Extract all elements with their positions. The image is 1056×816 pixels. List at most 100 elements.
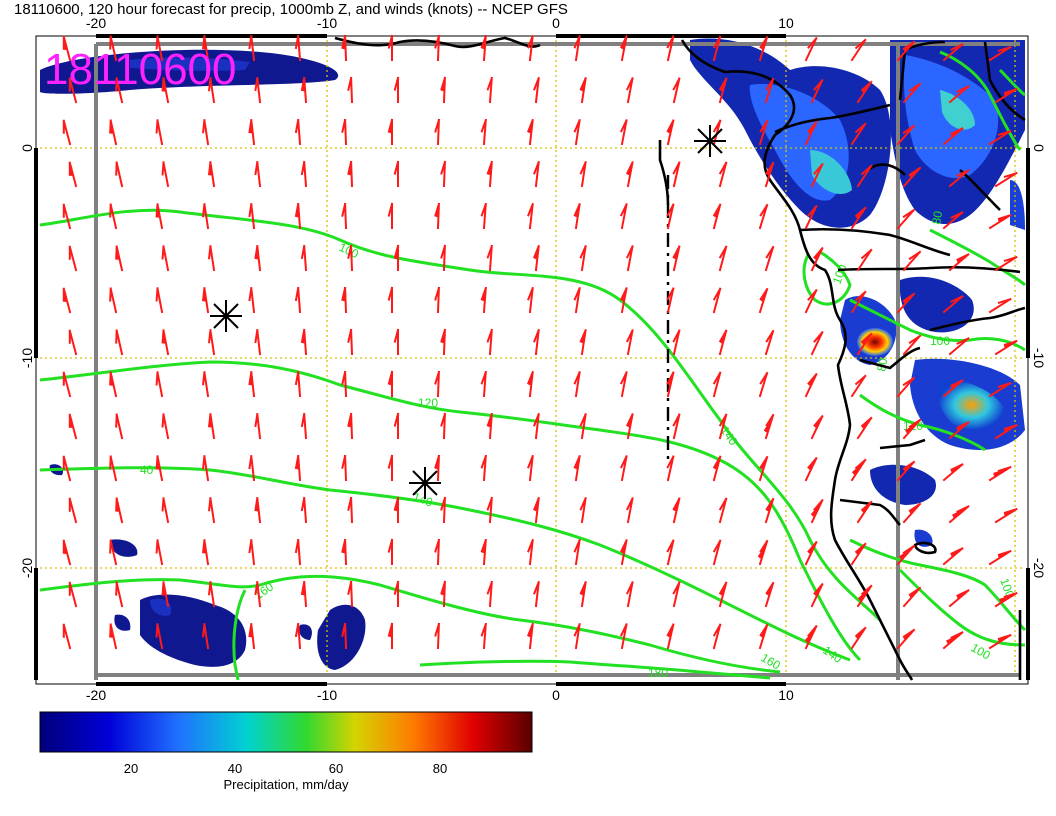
wind-barb (619, 539, 628, 566)
wind-barb (988, 549, 1012, 566)
wind-barb (942, 211, 964, 230)
precipitation-field (40, 38, 1025, 670)
wind-barb (619, 455, 628, 482)
wind-barb (579, 496, 587, 524)
wind-barb (248, 455, 256, 482)
wind-barb (573, 202, 581, 230)
wind-barb (300, 244, 308, 272)
wind-barb (758, 287, 769, 314)
wind-barb (573, 622, 581, 650)
wind-barb (387, 286, 394, 313)
wind-barb (387, 454, 394, 481)
wind-barb (155, 455, 164, 482)
wind-barb (758, 371, 769, 398)
tick-label: -10 (19, 348, 35, 368)
wind-barb (896, 292, 916, 314)
wind-barb (115, 413, 124, 440)
wind-barb (480, 454, 488, 482)
wind-barb (201, 539, 210, 566)
wind-barb (718, 77, 728, 104)
wind-barb (207, 77, 216, 104)
wind-barb (155, 119, 164, 146)
wind-barb (712, 35, 722, 62)
wind-barb (896, 40, 916, 62)
wind-barb (804, 36, 818, 62)
wind-barb (666, 623, 675, 650)
wind-barb (486, 496, 494, 524)
wind-barb (341, 34, 348, 62)
wind-barb (527, 454, 534, 482)
contour-label: 120 (418, 396, 438, 410)
wind-barb (527, 34, 534, 62)
wind-barb (68, 581, 78, 608)
axis-top: -20 -10 0 10 (86, 15, 794, 31)
wind-barb (207, 329, 216, 356)
wind-barb (254, 245, 262, 272)
pressure-center-markers (210, 125, 726, 499)
wind-barb (948, 505, 970, 524)
wind-barb (62, 203, 72, 230)
wind-barb (619, 623, 628, 650)
wind-barb (712, 539, 722, 566)
wind-barb (850, 374, 867, 398)
wind-barb (942, 547, 964, 566)
wind-barb (810, 78, 824, 104)
wind-barb (988, 381, 1012, 398)
wind-barb (68, 77, 78, 104)
tick-label: -10 (1031, 348, 1047, 368)
tick-label: -10 (317, 15, 337, 31)
tick-label: -20 (1031, 558, 1047, 578)
wind-barb (341, 454, 348, 482)
wind-barb (804, 120, 818, 146)
colorbar-tick: 80 (433, 761, 447, 776)
wind-barb (764, 581, 775, 608)
wind-barb (810, 330, 824, 356)
wind-barb (533, 76, 540, 104)
wind-barb (62, 623, 72, 650)
wind-barb (810, 414, 824, 440)
wind-barb (300, 328, 308, 356)
tick-label: -10 (317, 687, 337, 703)
wind-barb (161, 329, 170, 356)
wind-barb (62, 455, 72, 482)
contour-label: 80 (929, 210, 945, 226)
wind-barb (341, 370, 348, 398)
wind-barb (666, 119, 675, 146)
wind-barb (480, 370, 488, 398)
wind-barb (579, 160, 587, 188)
wind-barb (341, 622, 348, 650)
wind-barb (254, 77, 262, 104)
wind-barb (486, 412, 494, 440)
colorbar-tick: 60 (329, 761, 343, 776)
wind-barb (758, 455, 769, 482)
wind-barb (393, 76, 400, 103)
contour-label: 40 (140, 463, 154, 477)
wind-barb (440, 580, 447, 608)
wind-barb (533, 496, 540, 524)
wind-barb (988, 465, 1012, 482)
wind-barb (347, 496, 354, 524)
wind-barb (527, 622, 534, 650)
wind-barb (341, 538, 348, 566)
wind-barb (294, 538, 302, 566)
wind-barb (393, 244, 400, 271)
wind-barb (625, 329, 634, 356)
wind-barb (942, 43, 964, 62)
wind-barb (942, 631, 964, 650)
wind-barb (763, 413, 775, 440)
wind-barb (440, 76, 447, 104)
wind-barb (387, 34, 394, 61)
wind-barb (294, 370, 302, 398)
wind-barb (434, 370, 441, 398)
wind-barb (764, 77, 775, 104)
wind-barb (533, 160, 540, 188)
wind-barb (573, 118, 581, 146)
wind-barb (434, 538, 441, 566)
wind-barb (856, 416, 873, 440)
wind-barb (902, 82, 922, 104)
wind-barb (619, 371, 628, 398)
contour-label: 100 (930, 334, 950, 348)
wind-barb (994, 423, 1018, 440)
precip-colorbar: 20 40 60 80 Precipitation, mm/day (39, 711, 533, 792)
